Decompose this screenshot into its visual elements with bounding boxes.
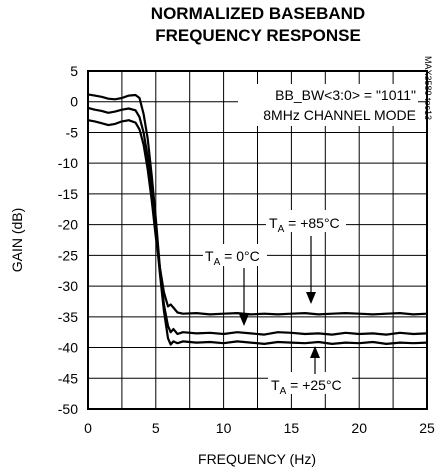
x-tick-label: 0	[84, 420, 92, 436]
y-tick-label: -45	[58, 370, 78, 386]
mode-annotation-line-2: 8MHz CHANNEL MODE	[263, 107, 416, 123]
label-85-bg	[266, 210, 346, 232]
series-layer	[87, 93, 428, 346]
series-label-85: TA = +85°C	[269, 215, 340, 235]
arrow-25-head	[310, 346, 320, 358]
y-tick-label: -50	[58, 401, 78, 417]
x-tick-label: 15	[284, 420, 300, 436]
series-line-1	[87, 93, 428, 336]
y-tick-label: -35	[58, 309, 78, 325]
arrow-85-head	[306, 292, 316, 304]
y-tick-label: -5	[66, 124, 79, 140]
y-tick-label: -40	[58, 340, 78, 356]
series-line-2	[87, 106, 428, 346]
series-label-0: TA = 0°C	[205, 248, 260, 268]
chart-title-line-1: NORMALIZED BASEBAND	[150, 4, 366, 23]
y-tick-label: 0	[70, 94, 78, 110]
y-tick-label: -25	[58, 247, 78, 263]
y-axis-label: GAIN (dB)	[9, 208, 25, 273]
arrow-0-head	[239, 314, 249, 326]
chart-title-line-2: FREQUENCY RESPONSE	[155, 26, 361, 45]
label-0-bg	[203, 244, 267, 266]
mode-annotation-bg	[238, 84, 418, 126]
mode-annotation-line-1: BB_BW<3:0> = "1011"	[275, 87, 416, 103]
x-tick-label: 10	[216, 420, 232, 436]
y-tick-label: -10	[58, 155, 78, 171]
x-axis-label: FREQUENCY (Hz)	[198, 451, 316, 467]
x-tick-label: 20	[351, 420, 367, 436]
plot-frame	[87, 70, 428, 410]
y-tick-label: -30	[58, 278, 78, 294]
x-tick-label: 5	[152, 420, 160, 436]
y-tick-labels: 5 0 -5 -10 -15 -20 -25 -30 -35 -40 -45 -50	[58, 63, 78, 417]
series-line-0	[87, 119, 428, 316]
x-tick-labels: 0 5 10 15 20 25	[84, 420, 435, 436]
series-label-25: TA = +25°C	[271, 377, 342, 397]
y-tick-label: -15	[58, 186, 78, 202]
y-tick-label: -20	[58, 217, 78, 233]
y-tick-label: 5	[70, 63, 78, 79]
label-25-bg	[268, 372, 352, 394]
x-tick-label: 25	[419, 420, 435, 436]
